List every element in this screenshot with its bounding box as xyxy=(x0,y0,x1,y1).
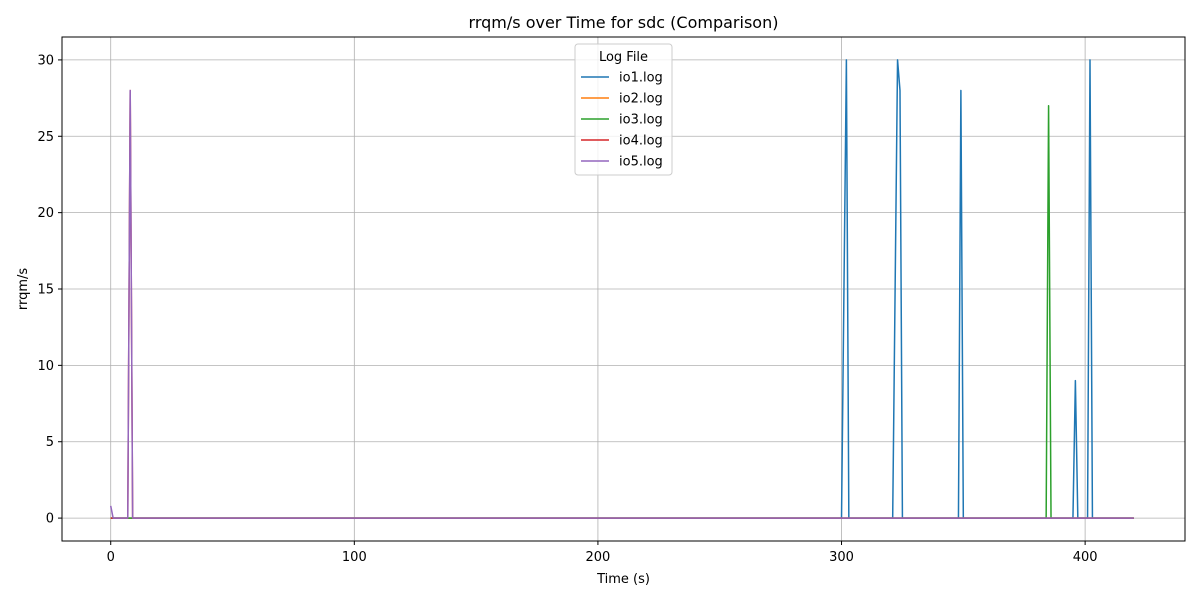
y-axis-label: rrqm/s xyxy=(16,268,31,311)
legend-entry-label: io4.log xyxy=(619,134,663,149)
y-tick-label: 5 xyxy=(46,435,54,450)
y-tick-label: 10 xyxy=(37,359,54,374)
legend: Log File io1.log io2.log io3.log io4.log io5.… xyxy=(574,43,673,176)
y-tick-label: 20 xyxy=(37,206,54,221)
x-tick-label: 400 xyxy=(1073,550,1098,565)
x-tick-label: 200 xyxy=(586,550,611,565)
legend-entry-label: io3.log xyxy=(619,113,663,128)
y-tick-label: 0 xyxy=(46,512,54,527)
chart-title: rrqm/s over Time for sdc (Comparison) xyxy=(469,13,779,32)
legend-entry-label: io2.log xyxy=(619,92,663,107)
y-tick-label: 25 xyxy=(37,130,54,145)
y-tick-label: 30 xyxy=(37,53,54,68)
y-axis-ticks: 0 5 10 15 20 25 30 xyxy=(37,53,62,527)
x-axis-ticks: 0 100 200 300 400 xyxy=(107,541,1098,565)
legend-entry-label: io5.log xyxy=(619,155,663,170)
legend-entry-label: io1.log xyxy=(619,71,663,86)
series-line-io1-log xyxy=(110,59,1134,519)
series-lines xyxy=(109,59,1134,519)
x-tick-label: 300 xyxy=(829,550,854,565)
legend-title: Log File xyxy=(599,50,648,65)
x-tick-label: 0 xyxy=(107,550,115,565)
x-tick-label: 100 xyxy=(342,550,367,565)
y-tick-label: 15 xyxy=(37,283,54,298)
series-line-io5-log xyxy=(109,89,1134,519)
x-axis-label: Time (s) xyxy=(596,572,650,587)
